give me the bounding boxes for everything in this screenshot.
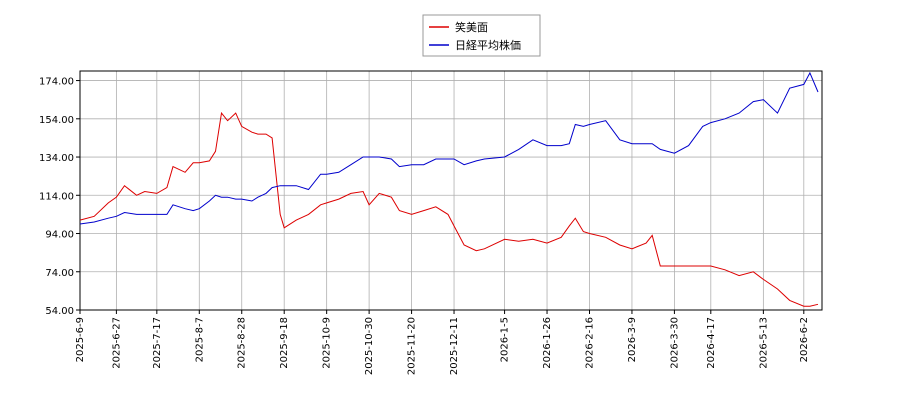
x-tick-label: 2026-6-2 bbox=[799, 317, 810, 362]
x-tick-label: 2025-6-9 bbox=[75, 317, 86, 362]
y-tick-label: 174.00 bbox=[39, 77, 74, 88]
x-tick-label: 2026-3-30 bbox=[669, 317, 680, 369]
x-tick-label: 2025-10-9 bbox=[322, 317, 333, 369]
y-tick-label: 54.00 bbox=[45, 306, 74, 317]
y-tick-label: 74.00 bbox=[45, 268, 74, 279]
x-tick-label: 2025-6-27 bbox=[111, 317, 122, 369]
y-tick-label: 154.00 bbox=[39, 115, 74, 126]
x-tick-label: 2025-9-18 bbox=[279, 317, 290, 369]
series-line bbox=[79, 111, 819, 307]
legend-label: 日経平均株価 bbox=[455, 38, 521, 52]
y-tick-label: 94.00 bbox=[45, 230, 74, 241]
x-tick-label: 2026-3-9 bbox=[627, 317, 638, 362]
plot-frame bbox=[79, 70, 823, 311]
x-tick-label: 2026-4-17 bbox=[706, 317, 717, 369]
x-tick-label: 2026-5-13 bbox=[758, 317, 769, 369]
x-tick-label: 2026-2-16 bbox=[584, 317, 595, 369]
x-tick-label: 2025-11-20 bbox=[407, 317, 418, 375]
legend-label: 笑美面 bbox=[455, 20, 488, 34]
x-tick-label: 2025-10-30 bbox=[364, 317, 375, 375]
x-tick-label: 2025-12-11 bbox=[449, 317, 460, 375]
x-tick-label: 2025-8-28 bbox=[237, 317, 248, 369]
x-tick-label: 2026-1-5 bbox=[500, 317, 511, 362]
x-tick-label: 2025-8-7 bbox=[194, 317, 205, 362]
series-line bbox=[79, 71, 819, 225]
legend-box bbox=[422, 14, 541, 57]
x-tick-label: 2026-1-26 bbox=[542, 317, 553, 369]
x-tick-label: 2025-7-17 bbox=[152, 317, 163, 369]
y-tick-label: 134.00 bbox=[39, 153, 74, 164]
y-tick-label: 114.00 bbox=[39, 191, 74, 202]
